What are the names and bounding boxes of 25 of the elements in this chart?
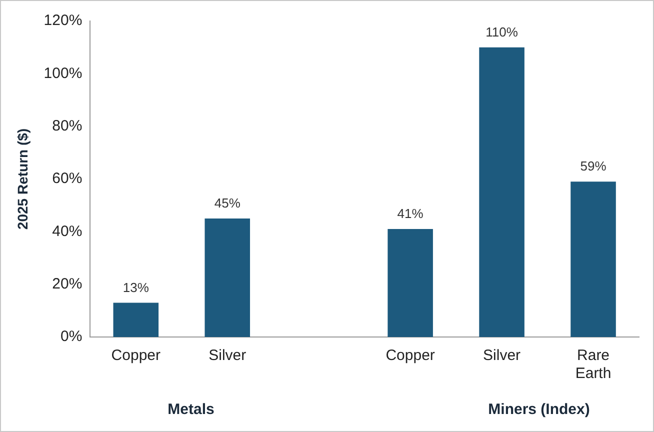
y-tick-label: 100% [44,64,82,82]
bar [570,182,616,337]
y-tick-label: 120% [44,12,82,30]
bar [113,302,159,337]
bar [479,47,524,337]
x-tick-label: Rare Earth [575,347,612,382]
data-label: 13% [122,280,150,295]
y-tick-label: 0% [60,328,82,346]
x-tick-label: Silver [483,347,521,364]
data-label: 110% [486,24,518,40]
y-tick-label: 20% [52,275,82,292]
text: Miners (Index) [488,401,590,418]
data-label: 45% [214,196,241,211]
y-tick-label: 40% [52,222,82,240]
data-label: 41% [397,206,424,222]
x-tick-label: Copper [386,347,435,364]
bar [204,218,250,337]
y-tick-label: 80% [52,117,82,134]
x-tick-label: Silver [208,347,246,364]
y-tick-label: 60% [52,170,82,188]
x-tick-label: Copper [111,347,160,364]
bar [388,229,433,337]
data-label: 59% [580,158,607,174]
text: Metals [168,401,214,418]
y-axis-title: 2025 Return ($) [14,128,30,230]
